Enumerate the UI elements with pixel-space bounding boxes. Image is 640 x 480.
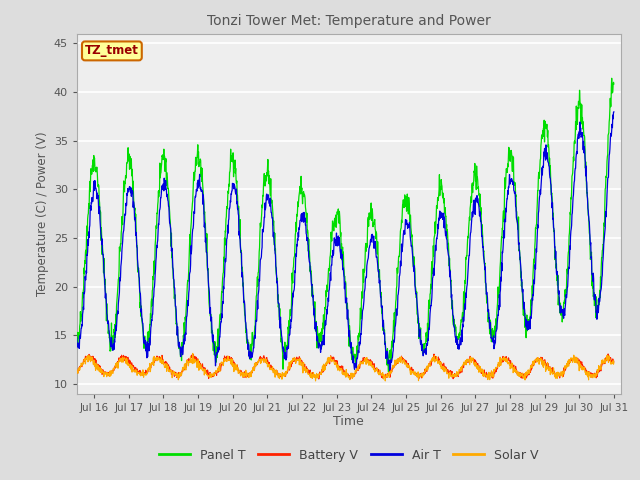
Y-axis label: Temperature (C) / Power (V): Temperature (C) / Power (V) (36, 132, 49, 296)
Legend: Panel T, Battery V, Air T, Solar V: Panel T, Battery V, Air T, Solar V (154, 444, 544, 467)
Title: Tonzi Tower Met: Temperature and Power: Tonzi Tower Met: Temperature and Power (207, 14, 491, 28)
X-axis label: Time: Time (333, 415, 364, 429)
Text: TZ_tmet: TZ_tmet (85, 44, 139, 58)
